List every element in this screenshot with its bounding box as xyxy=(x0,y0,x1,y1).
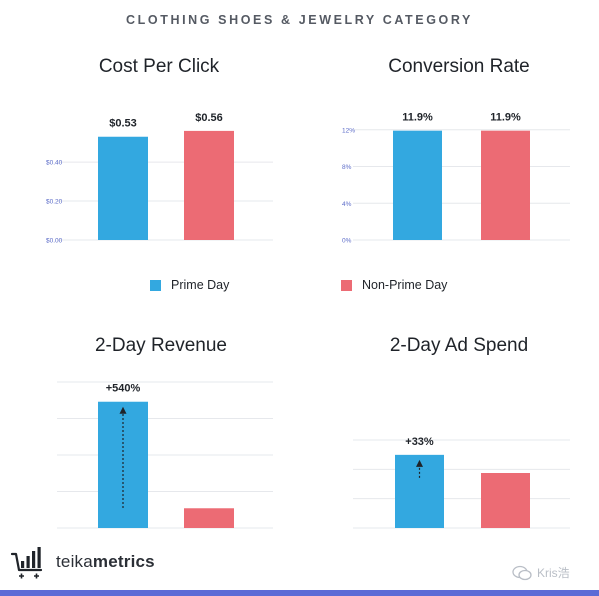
teikametrics-logo: teikametrics xyxy=(10,544,155,580)
chart-title-2-day-revenue: 2-Day Revenue xyxy=(94,335,228,356)
data-label: +540% xyxy=(106,383,141,395)
bar-prime-day xyxy=(98,401,148,528)
legend-swatch-prime xyxy=(150,279,161,291)
data-label: +33% xyxy=(405,436,434,448)
bar-non-prime-day xyxy=(184,130,234,240)
bar-non-prime-day xyxy=(184,508,234,528)
wechat-icon xyxy=(512,565,532,580)
y-tick-label: $0.00 xyxy=(46,238,63,245)
brand-name: teikametrics xyxy=(56,552,155,571)
growth-arrow-head xyxy=(119,406,127,414)
growth-arrow-head xyxy=(416,459,423,467)
y-tick-label: 0% xyxy=(342,238,352,245)
bar-prime-day xyxy=(395,454,444,528)
chart-title-2-day-ad-spend: 2-Day Ad Spend xyxy=(389,335,529,356)
bar-prime-day xyxy=(98,136,148,240)
y-tick-label: $0.20 xyxy=(46,199,63,206)
chart-title-conversion-rate: Conversion Rate xyxy=(388,56,530,77)
legend-prime-day: Prime Day xyxy=(150,278,229,292)
cart-chart-icon xyxy=(10,547,43,579)
y-tick-label: 4% xyxy=(342,201,352,208)
data-label: $0.53 xyxy=(109,118,137,130)
chart-title-cost-per-click: Cost Per Click xyxy=(98,56,220,77)
y-tick-label: 12% xyxy=(342,127,355,134)
data-label: $0.56 xyxy=(195,112,223,124)
data-label: 11.9% xyxy=(490,112,521,124)
legend-label-non-prime: Non-Prime Day xyxy=(362,278,448,292)
watermark: Kris浩 xyxy=(512,564,570,581)
bottom-accent-bar xyxy=(0,590,599,596)
category-title: CLOTHING SHOES & JEWELRY CATEGORY xyxy=(126,13,473,27)
data-label: 11.9% xyxy=(402,112,433,124)
watermark-text: Kris浩 xyxy=(537,566,570,580)
legend-label-prime: Prime Day xyxy=(171,278,230,292)
bar-prime-day xyxy=(393,130,442,240)
legend-non-prime-day: Non-Prime Day xyxy=(341,278,447,292)
bar-non-prime-day xyxy=(481,473,530,528)
legend-swatch-non-prime xyxy=(341,279,352,291)
y-tick-label: $0.40 xyxy=(46,160,63,167)
bar-non-prime-day xyxy=(481,130,530,240)
y-tick-label: 8% xyxy=(342,164,352,171)
